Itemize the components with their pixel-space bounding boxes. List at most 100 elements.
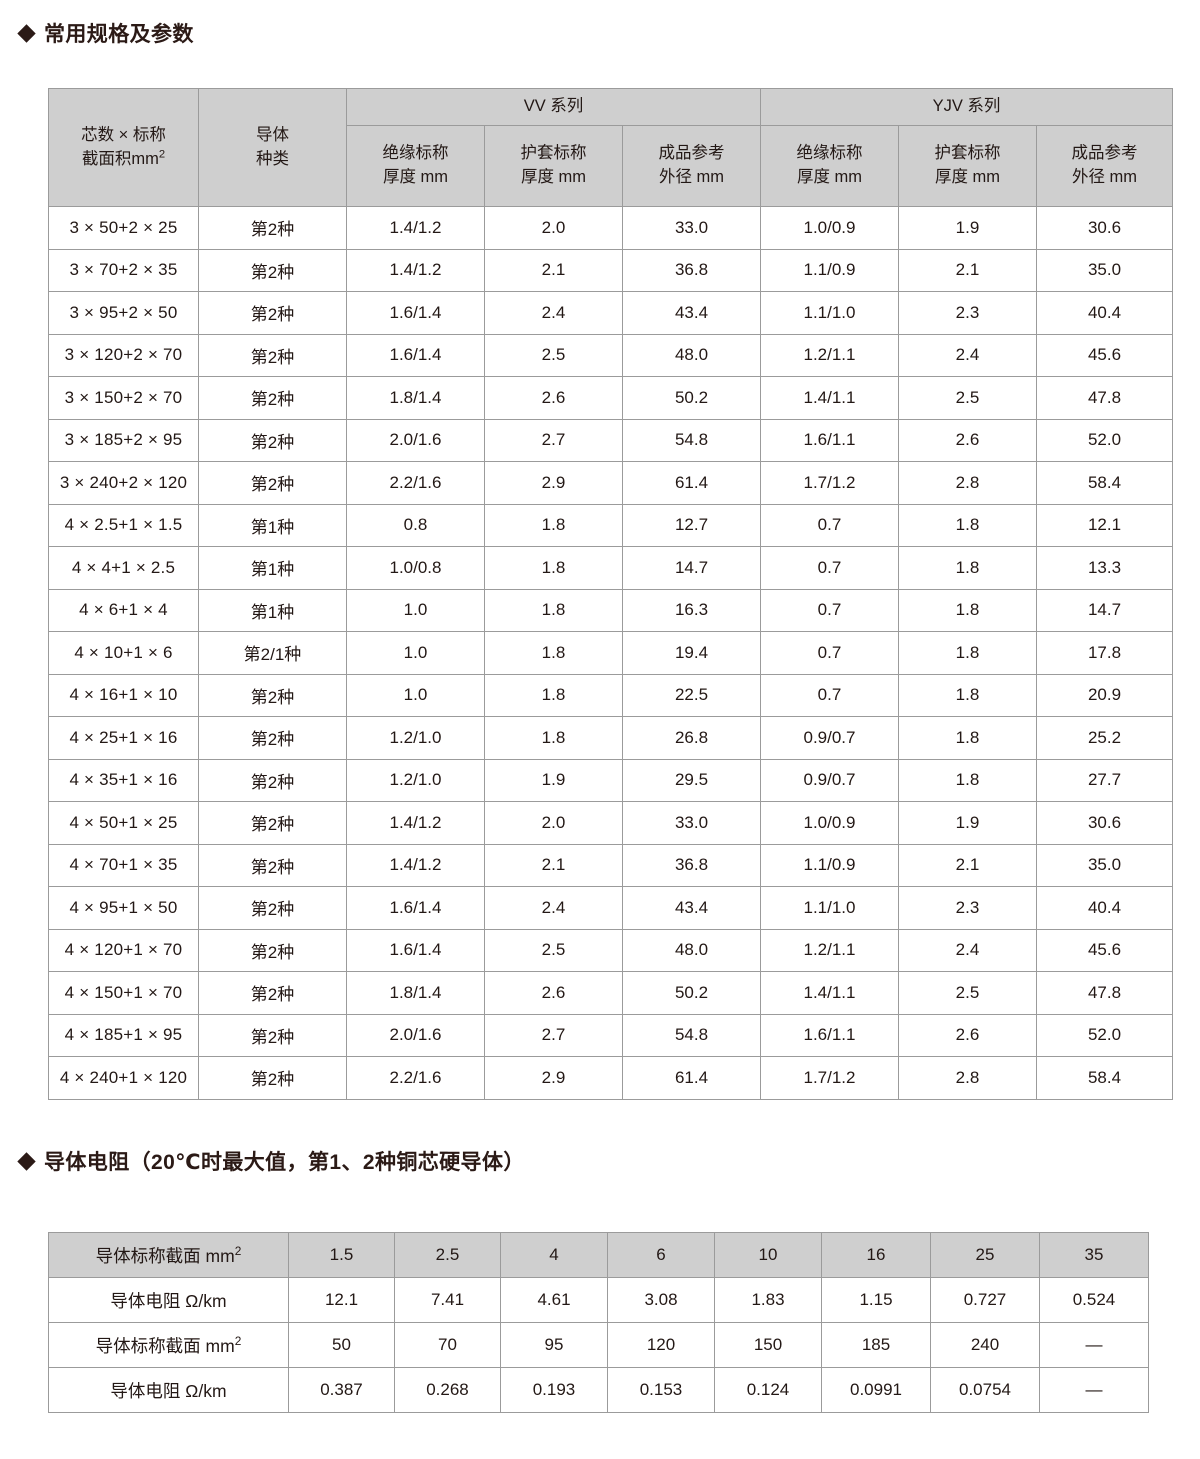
spec-cell-yjv-sheath: 2.3 (898, 291, 1037, 335)
section-heading-resistance-label: 导体电阻（20℃时最大值，第1、2种铜芯硬导体） (44, 1151, 525, 1174)
spec-header-yjv-outer-line2: 外径 mm (1071, 168, 1138, 186)
spec-header-cores: 芯数 × 标称 截面积mm2 (48, 88, 199, 207)
resistance-cell: 0.0991 (821, 1367, 931, 1413)
spec-cell-vv-sheath: 2.4 (484, 886, 623, 930)
spec-cell-yjv-insulation: 1.1/0.9 (760, 248, 899, 292)
spec-cell-yjv-sheath: 2.3 (898, 886, 1037, 930)
spec-cell-vv-outer-diameter: 48.0 (622, 928, 761, 972)
spec-cell-vv-sheath: 2.0 (484, 206, 623, 250)
resistance-cell: 25 (930, 1232, 1040, 1278)
spec-cell-yjv-outer-diameter: 45.6 (1036, 928, 1173, 972)
resistance-cell: 4.61 (500, 1277, 608, 1323)
spec-header-vv-sheath: 护套标称 厚度 mm (484, 125, 623, 207)
resistance-cell: 6 (607, 1232, 715, 1278)
spec-cell-vv-outer-diameter: 26.8 (622, 716, 761, 760)
spec-cell-yjv-insulation: 0.9/0.7 (760, 716, 899, 760)
table-row: 4 × 185+1 × 95 第2种 2.0/1.6 2.7 54.8 1.6/1.1 2.… (48, 1013, 1173, 1057)
spec-cell-yjv-sheath: 2.6 (898, 418, 1037, 462)
diamond-bullet-icon (17, 23, 36, 43)
table-row: 4 × 50+1 × 25 第2种 1.4/1.2 2.0 33.0 1.0/0.9 1.9… (48, 801, 1173, 845)
table-row: 4 × 25+1 × 16 第2种 1.2/1.0 1.8 26.8 0.9/0.7 1.8… (48, 716, 1173, 760)
table-row: 3 × 70+2 × 35 第2种 1.4/1.2 2.1 36.8 1.1/0.9 2.1… (48, 248, 1173, 292)
spec-cell-vv-sheath: 2.6 (484, 376, 623, 420)
spec-cell-yjv-outer-diameter: 12.1 (1036, 503, 1173, 547)
spec-cell-vv-outer-diameter: 43.4 (622, 886, 761, 930)
resistance-cell: 10 (714, 1232, 822, 1278)
resistance-row-value-1: 导体电阻 Ω/km 12.1 7.41 4.61 3.08 1.83 1.15 0.727 0.… (48, 1277, 1149, 1323)
spec-cell-cores: 3 × 150+2 × 70 (48, 376, 199, 420)
spec-cell-vv-insulation: 1.2/1.0 (346, 716, 485, 760)
table-row: 4 × 150+1 × 70 第2种 1.8/1.4 2.6 50.2 1.4/1.1 2.… (48, 971, 1173, 1015)
spec-cell-class: 第2种 (198, 333, 347, 377)
table-row: 4 × 35+1 × 16 第2种 1.2/1.0 1.9 29.5 0.9/0.7 1.8… (48, 758, 1173, 802)
spec-cell-vv-outer-diameter: 54.8 (622, 418, 761, 462)
spec-header-yjv-insulation-line2: 厚度 mm (796, 168, 863, 186)
spec-cell-yjv-outer-diameter: 58.4 (1036, 461, 1173, 505)
spec-cell-yjv-outer-diameter: 20.9 (1036, 673, 1173, 717)
spec-header-yjv-outer-line1: 成品参考 (1071, 144, 1138, 163)
spec-cell-vv-outer-diameter: 48.0 (622, 333, 761, 377)
spec-cell-yjv-outer-diameter: 14.7 (1036, 588, 1173, 632)
spec-cell-vv-sheath: 2.5 (484, 333, 623, 377)
spec-cell-yjv-insulation: 1.7/1.2 (760, 461, 899, 505)
spec-cell-class: 第2种 (198, 886, 347, 930)
spec-cell-class: 第2种 (198, 673, 347, 717)
table-row: 3 × 185+2 × 95 第2种 2.0/1.6 2.7 54.8 1.6/1.1 2.… (48, 418, 1173, 462)
spec-cell-vv-outer-diameter: 36.8 (622, 843, 761, 887)
spec-cell-class: 第2种 (198, 843, 347, 887)
spec-cell-vv-insulation: 1.0 (346, 673, 485, 717)
table-row: 3 × 95+2 × 50 第2种 1.6/1.4 2.4 43.4 1.1/1.0 2.3… (48, 291, 1173, 335)
table-row: 3 × 240+2 × 120 第2种 2.2/1.6 2.9 61.4 1.7/1.2 2… (48, 461, 1173, 505)
diamond-bullet-icon (17, 1151, 36, 1171)
spec-cell-yjv-insulation: 1.1/1.0 (760, 291, 899, 335)
spec-cell-vv-sheath: 1.8 (484, 673, 623, 717)
table-row: 4 × 10+1 × 6 第2/1种 1.0 1.8 19.4 0.7 1.8 17.8 (48, 631, 1173, 675)
table-row: 3 × 150+2 × 70 第2种 1.8/1.4 2.6 50.2 1.4/1.1 2.… (48, 376, 1173, 420)
spec-cell-yjv-sheath: 1.9 (898, 206, 1037, 250)
resistance-cell: 1.15 (821, 1277, 931, 1323)
table-row: 4 × 70+1 × 35 第2种 1.4/1.2 2.1 36.8 1.1/0.9 2.1… (48, 843, 1173, 887)
spec-cell-vv-insulation: 1.6/1.4 (346, 291, 485, 335)
resistance-table-body: 导体标称截面 mm2 1.5 2.5 4 6 10 16 25 35 导体电阻 Ω/km 12.1 7… (48, 1232, 1149, 1413)
spec-table-head: 芯数 × 标称 截面积mm2 导体 种类 VV 系列 YJV 系列 绝缘标称 厚… (48, 88, 1173, 207)
resistance-cell: 240 (930, 1322, 1040, 1368)
spec-cell-yjv-insulation: 1.1/1.0 (760, 886, 899, 930)
spec-cell-yjv-insulation: 1.2/1.1 (760, 333, 899, 377)
spec-cell-vv-outer-diameter: 19.4 (622, 631, 761, 675)
spec-header-yjv-insulation: 绝缘标称 厚度 mm (760, 125, 899, 207)
spec-cell-yjv-sheath: 1.8 (898, 758, 1037, 802)
spec-cell-yjv-outer-diameter: 27.7 (1036, 758, 1173, 802)
spec-cell-vv-insulation: 1.0/0.8 (346, 546, 485, 590)
resistance-row-section-2: 导体标称截面 mm2 50 70 95 120 150 185 240— (48, 1322, 1149, 1368)
spec-cell-cores: 3 × 185+2 × 95 (48, 418, 199, 462)
spec-cell-cores: 4 × 50+1 × 25 (48, 801, 199, 845)
spec-cell-yjv-insulation: 1.0/0.9 (760, 801, 899, 845)
spec-cell-vv-sheath: 1.8 (484, 546, 623, 590)
section-heading-specs-label: 常用规格及参数 (44, 23, 194, 46)
spec-cell-yjv-sheath: 2.4 (898, 928, 1037, 972)
resistance-row-label-text: 导体电阻 Ω/km (110, 1290, 227, 1311)
spec-cell-vv-insulation: 1.8/1.4 (346, 376, 485, 420)
resistance-cell: 120 (607, 1322, 715, 1368)
table-row: 4 × 6+1 × 4 第1种 1.0 1.8 16.3 0.7 1.8 14.7 (48, 588, 1173, 632)
resistance-cell: 0.153 (607, 1367, 715, 1413)
spec-cell-vv-insulation: 1.6/1.4 (346, 333, 485, 377)
spec-cell-class: 第2/1种 (198, 631, 347, 675)
unit-superscript: 2 (234, 1243, 242, 1258)
spec-header-vv-insulation-line2: 厚度 mm (382, 168, 449, 186)
spec-header-conductor-class-line2: 种类 (256, 149, 289, 168)
spec-header-vv-outer-line2: 外径 mm (658, 168, 725, 186)
spec-cell-cores: 4 × 6+1 × 4 (48, 588, 199, 632)
spec-cell-yjv-insulation: 0.7 (760, 631, 899, 675)
spec-cell-yjv-outer-diameter: 58.4 (1036, 1056, 1173, 1100)
spec-cell-yjv-insulation: 1.4/1.1 (760, 376, 899, 420)
resistance-cell: 50 (288, 1322, 395, 1368)
spec-cell-yjv-outer-diameter: 13.3 (1036, 546, 1173, 590)
spec-cell-class: 第1种 (198, 503, 347, 547)
spec-cell-yjv-insulation: 1.2/1.1 (760, 928, 899, 972)
spec-cell-vv-insulation: 1.4/1.2 (346, 206, 485, 250)
spec-table-body: 3 × 50+2 × 25 第2种 1.4/1.2 2.0 33.0 1.0/0.9 1.9… (48, 206, 1173, 1100)
resistance-cell: — (1039, 1367, 1149, 1413)
spec-cell-vv-insulation: 0.8 (346, 503, 485, 547)
